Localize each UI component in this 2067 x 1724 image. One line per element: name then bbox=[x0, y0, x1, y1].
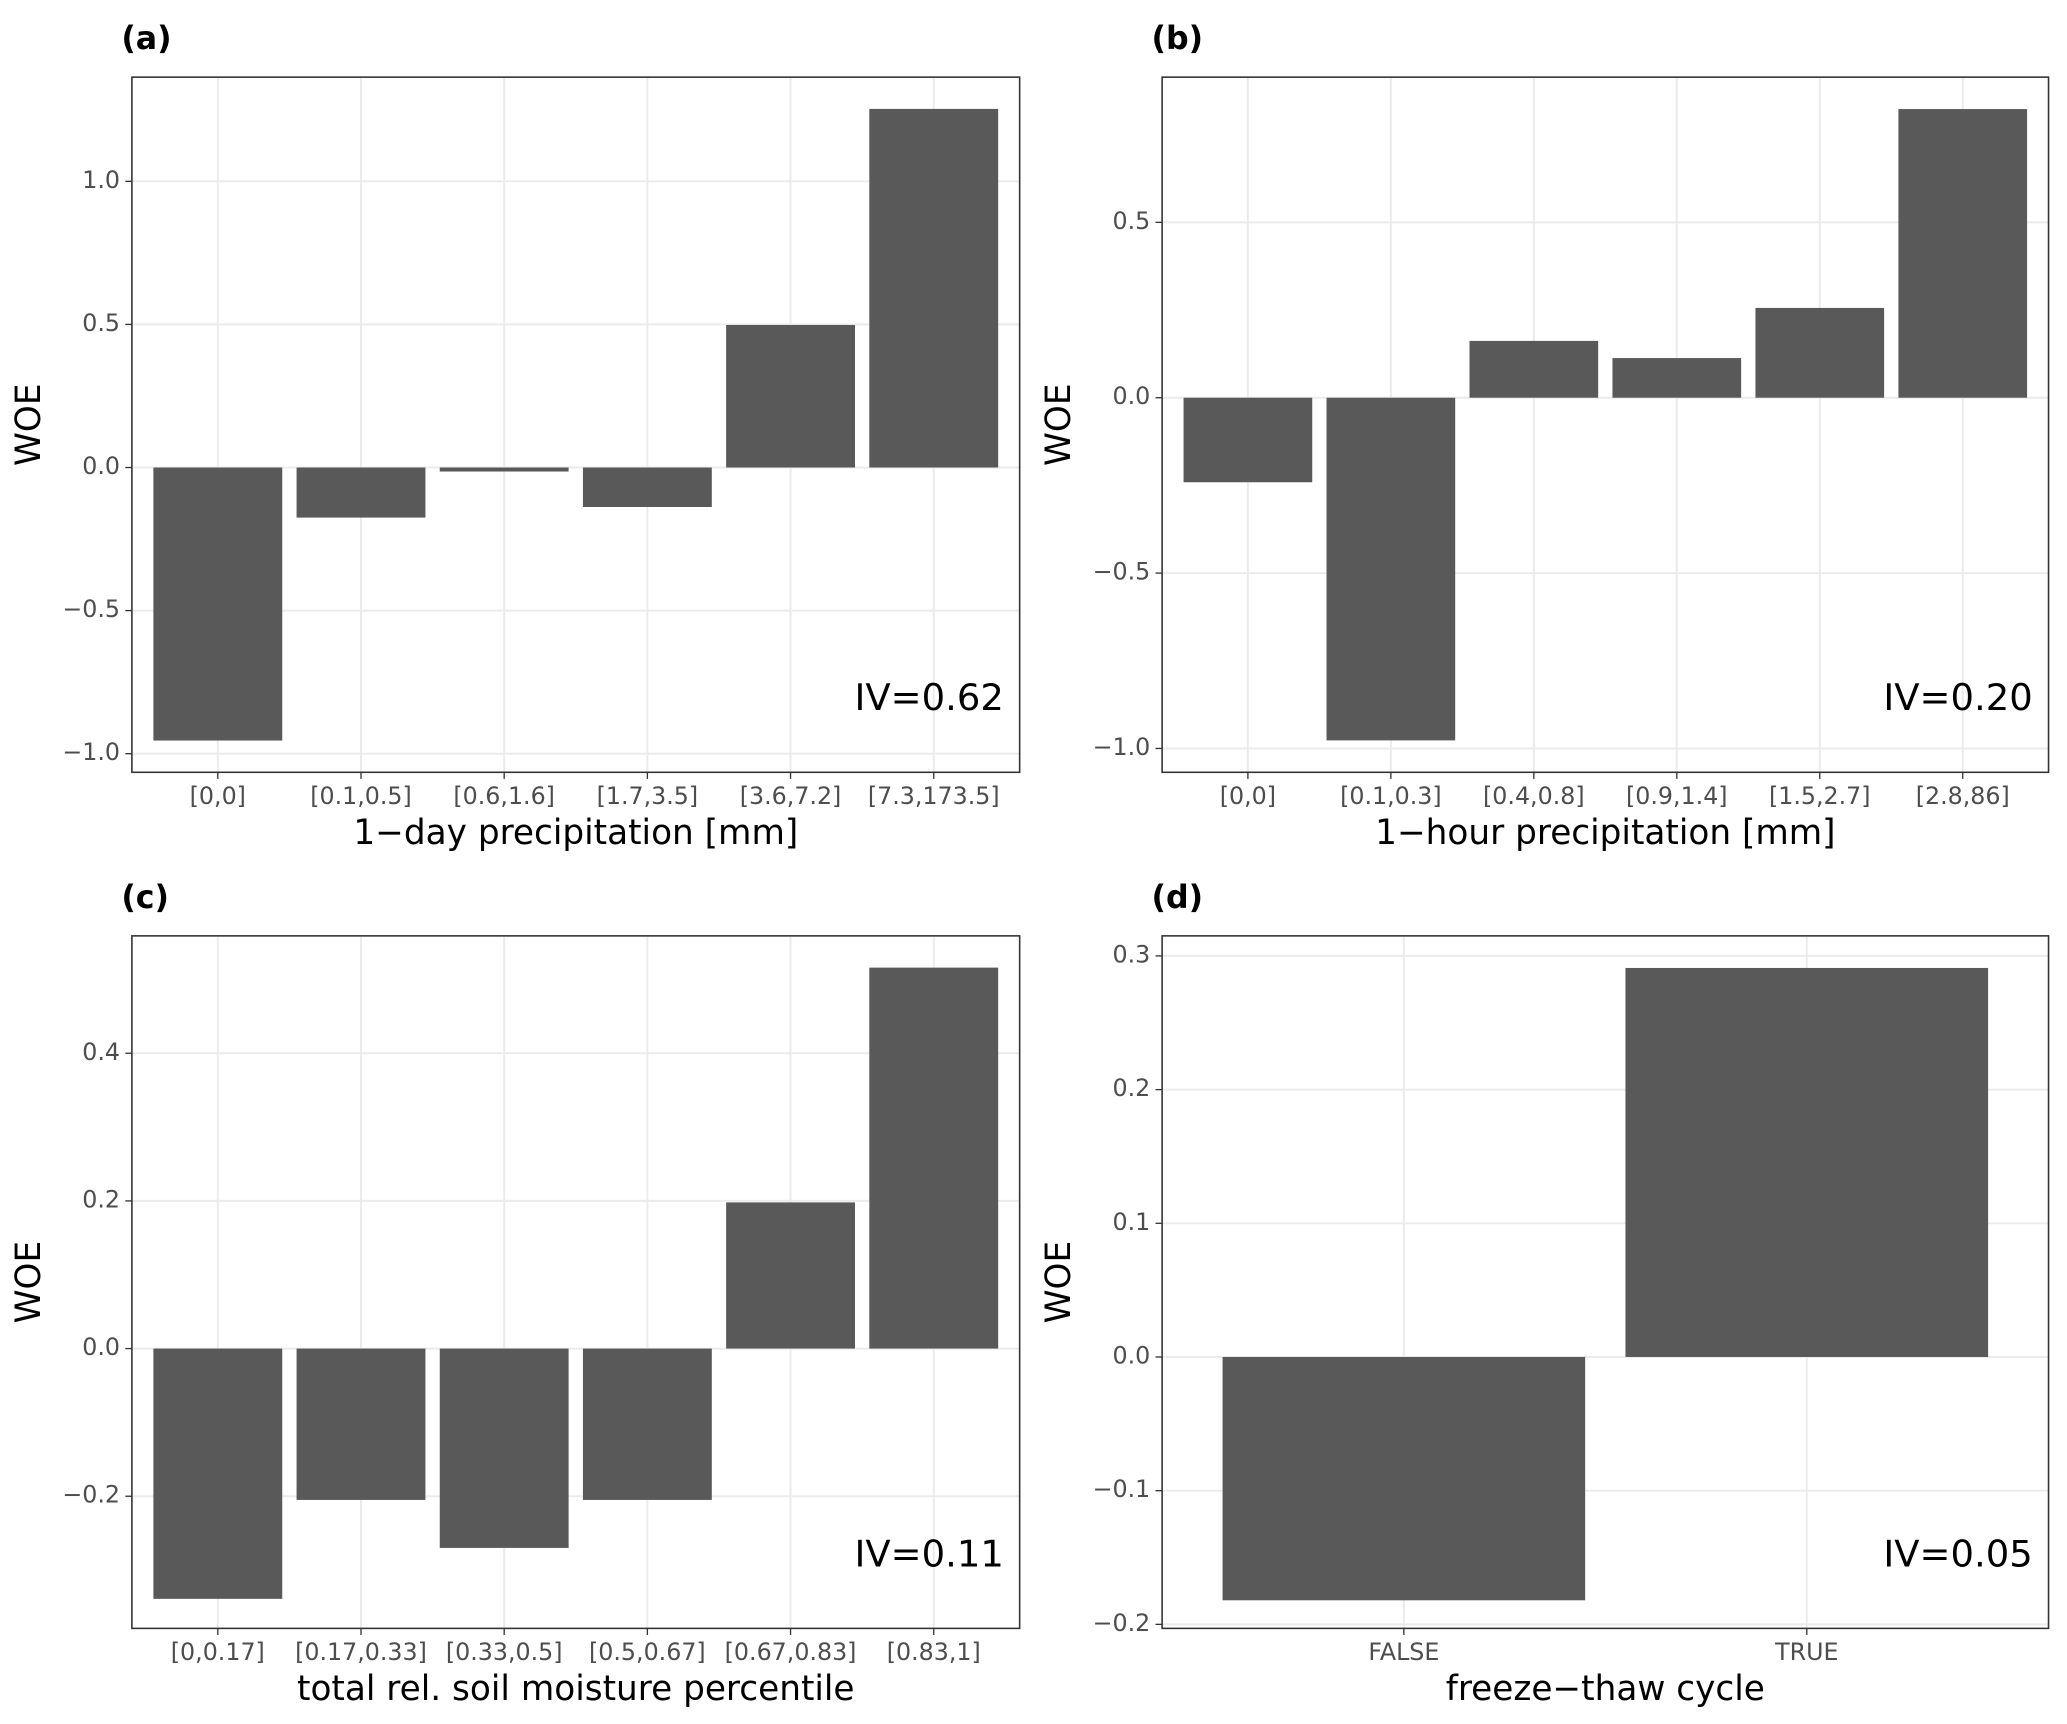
bar bbox=[296, 467, 426, 518]
annotation: IV=0.20 bbox=[1883, 676, 2032, 719]
panel-label: (b) bbox=[1152, 21, 1204, 57]
x-tick-label: [0.5,0.67] bbox=[589, 1638, 706, 1666]
bar bbox=[582, 1348, 712, 1500]
y-tick-label: 0.3 bbox=[1112, 940, 1150, 968]
y-axis-title: WOE bbox=[9, 383, 49, 466]
panel-label: (d) bbox=[1152, 880, 1204, 916]
annotation: IV=0.05 bbox=[1883, 1532, 2032, 1575]
bar bbox=[153, 1348, 283, 1599]
x-tick-label: [0,0] bbox=[1220, 782, 1276, 810]
plot-border bbox=[131, 935, 1021, 1630]
annotation: IV=0.62 bbox=[855, 676, 1004, 719]
y-tick-label: 0.5 bbox=[82, 309, 120, 337]
x-axis-title: 1−hour precipitation [mm] bbox=[1375, 813, 1835, 853]
y-tick-label: −0.5 bbox=[1093, 558, 1151, 586]
bar bbox=[1326, 397, 1456, 741]
x-tick-label: [1.7,3.5] bbox=[597, 782, 699, 810]
x-tick-label: [0,0.17] bbox=[171, 1638, 265, 1666]
y-axis-title: WOE bbox=[9, 1241, 49, 1324]
y-tick-label: 0.0 bbox=[82, 1333, 120, 1361]
y-tick-label: 0.0 bbox=[82, 452, 120, 480]
x-tick-label: [0.83,1] bbox=[887, 1638, 981, 1666]
x-tick-label: [0.9,1.4] bbox=[1626, 782, 1728, 810]
bar bbox=[1469, 340, 1599, 398]
x-tick-label: [1.5,2.7] bbox=[1769, 782, 1871, 810]
y-tick-label: 0.0 bbox=[1112, 382, 1150, 410]
y-axis-title: WOE bbox=[1039, 383, 1079, 466]
x-axis-title: 1−day precipitation [mm] bbox=[353, 813, 798, 853]
bar bbox=[726, 1202, 855, 1349]
x-tick-label: [0.1,0.3] bbox=[1340, 782, 1442, 810]
bar bbox=[153, 467, 283, 741]
bar bbox=[1222, 1356, 1586, 1601]
y-tick-label: −0.1 bbox=[1093, 1475, 1151, 1503]
x-tick-label: [7.3,173.5] bbox=[868, 782, 1000, 810]
y-tick-label: 0.2 bbox=[1112, 1074, 1150, 1102]
y-axis-title: WOE bbox=[1039, 1241, 1079, 1324]
bar bbox=[296, 1348, 426, 1500]
x-tick-label: [2.8,86] bbox=[1916, 782, 2010, 810]
x-tick-label: [0,0] bbox=[190, 782, 246, 810]
plot-border bbox=[131, 76, 1021, 774]
y-tick-label: −1.0 bbox=[1093, 733, 1151, 761]
x-axis-title: total rel. soil moisture percentile bbox=[297, 1669, 855, 1709]
x-tick-label: [0.1,0.5] bbox=[310, 782, 412, 810]
x-tick-label: [0.33,0.5] bbox=[446, 1638, 563, 1666]
plot-border bbox=[1161, 935, 2050, 1630]
bar bbox=[869, 108, 999, 468]
panel-label: (a) bbox=[121, 21, 171, 57]
y-tick-label: 0.4 bbox=[82, 1038, 120, 1066]
y-tick-label: −1.0 bbox=[62, 738, 120, 766]
annotation: IV=0.11 bbox=[855, 1532, 1004, 1575]
x-tick-label: FALSE bbox=[1368, 1638, 1439, 1666]
bar bbox=[726, 324, 855, 468]
y-tick-label: −0.2 bbox=[1093, 1609, 1151, 1637]
bar bbox=[439, 467, 569, 472]
y-tick-label: −0.2 bbox=[62, 1481, 120, 1509]
y-tick-label: 1.0 bbox=[82, 166, 120, 194]
bar bbox=[439, 1348, 569, 1548]
y-tick-label: −0.5 bbox=[62, 595, 120, 623]
bar bbox=[1755, 307, 1885, 398]
y-tick-label: 0.1 bbox=[1112, 1208, 1150, 1236]
x-tick-label: [0.4,0.8] bbox=[1483, 782, 1585, 810]
x-tick-label: TRUE bbox=[1774, 1638, 1838, 1666]
x-tick-label: [0.67,0.83] bbox=[725, 1638, 857, 1666]
bar bbox=[1625, 967, 1989, 1357]
plot-border bbox=[1161, 76, 2050, 774]
panel-label: (c) bbox=[121, 880, 169, 916]
bar bbox=[1183, 397, 1313, 483]
x-tick-label: [0.6,1.6] bbox=[453, 782, 555, 810]
x-tick-label: [3.6,7.2] bbox=[740, 782, 842, 810]
bar bbox=[1612, 358, 1742, 398]
x-axis-title: freeze−thaw cycle bbox=[1446, 1669, 1765, 1709]
y-tick-label: 0.5 bbox=[1112, 207, 1150, 235]
bar bbox=[1898, 109, 2028, 398]
y-tick-label: 0.0 bbox=[1112, 1341, 1150, 1369]
bar bbox=[869, 967, 999, 1349]
x-tick-label: [0.17,0.33] bbox=[295, 1638, 427, 1666]
bar bbox=[582, 467, 712, 508]
y-tick-label: 0.2 bbox=[82, 1185, 120, 1213]
